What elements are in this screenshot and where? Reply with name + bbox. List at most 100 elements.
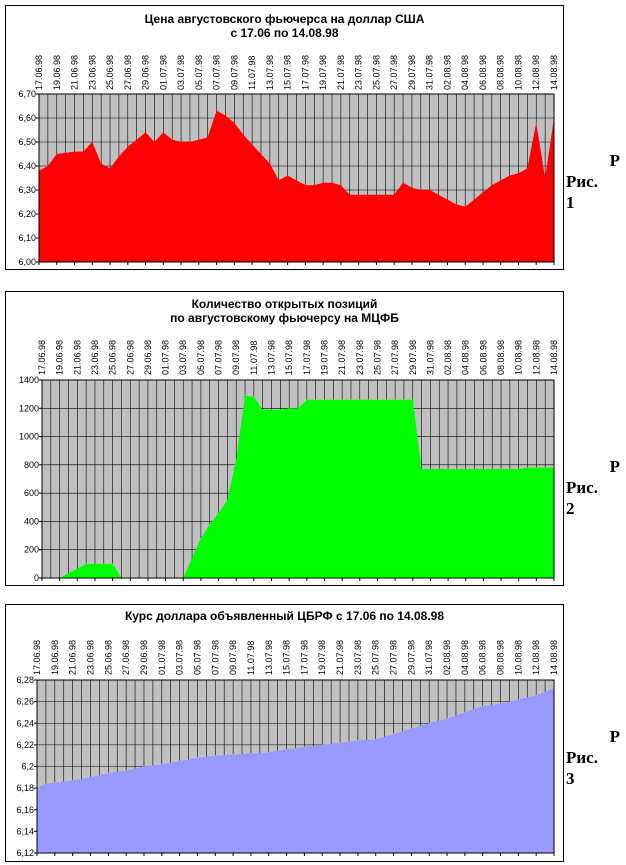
x-tick-label: 11.07.98 <box>246 641 256 675</box>
data-point <box>162 131 164 133</box>
x-tick-label: 12.08.98 <box>531 55 541 90</box>
x-tick-label: 23.06.98 <box>85 640 95 675</box>
x-tick-label: 09.07.98 <box>229 55 239 90</box>
y-tick-label: 1400 <box>19 375 39 385</box>
data-point <box>350 399 352 401</box>
data-point <box>465 468 467 470</box>
x-tick-label: 02.08.98 <box>442 55 452 90</box>
figure-label-caption: Рис. <box>566 478 598 497</box>
x-tick-label: 19.07.98 <box>319 340 329 375</box>
data-point <box>518 468 520 470</box>
data-point <box>410 728 412 730</box>
x-tick-label: 04.08.98 <box>461 340 471 375</box>
data-point <box>384 194 386 196</box>
data-point <box>392 733 395 735</box>
x-tick-label: 03.07.98 <box>175 640 185 675</box>
figure-label-number: 1 <box>566 193 575 212</box>
chart-title: Курс доллара объявленный ЦБРФ с 17.06 по… <box>124 609 445 623</box>
data-point <box>189 141 191 143</box>
data-point <box>279 409 281 411</box>
x-tick-label: 08.08.98 <box>496 640 506 675</box>
x-tick-label: 12.08.98 <box>531 340 541 375</box>
x-tick-label: 21.07.98 <box>337 340 347 375</box>
data-point <box>526 467 529 469</box>
data-point <box>509 175 511 177</box>
data-point <box>215 110 218 112</box>
chart-title: Цена августовского фьючерса на доллар СШ… <box>144 12 425 26</box>
y-tick-label: 6,30 <box>18 185 36 195</box>
x-tick-label: 17.06.98 <box>37 340 47 375</box>
x-tick-label: 27.06.98 <box>121 640 131 675</box>
plot-frame <box>41 379 555 579</box>
x-tick-label: 04.08.98 <box>460 55 470 90</box>
data-point <box>535 467 537 469</box>
y-tick-label: 6,24 <box>16 718 34 728</box>
x-tick-label: 21.07.98 <box>336 55 346 90</box>
data-point <box>456 468 458 470</box>
data-point <box>209 523 211 525</box>
data-point <box>82 151 84 153</box>
data-point <box>526 167 528 169</box>
data-point <box>517 698 519 701</box>
data-point <box>268 751 270 754</box>
data-point <box>270 409 273 411</box>
data-point <box>232 754 234 756</box>
data-point <box>127 146 129 148</box>
x-tick-label: 31.07.98 <box>424 640 434 675</box>
x-tick-label: 27.07.98 <box>389 640 399 675</box>
y-tick-label: 6,28 <box>16 675 34 685</box>
y-tick-label: 6,2 <box>21 762 34 772</box>
chart-panel-2: Количество открытых позиций по августовс… <box>5 291 564 586</box>
x-tick-label: 27.07.98 <box>390 340 400 375</box>
data-point <box>321 744 323 746</box>
x-tick-label: 03.07.98 <box>178 340 188 375</box>
data-point <box>313 184 315 186</box>
x-tick-label: 29.06.98 <box>143 340 153 375</box>
data-point <box>171 139 173 141</box>
data-point <box>500 179 502 181</box>
data-point <box>196 757 199 759</box>
x-tick-label: 27.06.98 <box>123 55 133 90</box>
data-point <box>535 694 537 696</box>
chart-1: 6,00 6,10 6,20 6,30 6,40 6,50 6,60 6,7017.06.98… <box>18 55 559 267</box>
data-point <box>207 136 209 138</box>
data-point <box>322 182 324 184</box>
chart-title: Количество открытых позиций <box>191 297 378 311</box>
data-point <box>233 122 235 124</box>
data-point <box>500 468 502 470</box>
chart-panel-1: Цена августовского фьючерса на доллар СШ… <box>5 5 564 270</box>
area-series <box>39 110 554 262</box>
data-point <box>54 782 56 784</box>
x-tick-label: 25.07.98 <box>372 340 382 375</box>
data-point <box>376 399 379 401</box>
data-point <box>359 399 361 401</box>
x-tick-label: 17.07.98 <box>299 640 309 675</box>
data-point <box>217 512 220 514</box>
data-point <box>429 189 431 191</box>
figure-label-number: 2 <box>566 499 575 518</box>
data-point <box>544 467 546 469</box>
data-point <box>420 189 422 191</box>
data-point <box>366 194 369 196</box>
x-tick-label: 23.07.98 <box>355 340 365 375</box>
data-point <box>491 468 493 470</box>
data-point <box>446 199 449 201</box>
data-point <box>161 763 163 765</box>
figure-label-3: Р Рис. 3 <box>566 726 626 789</box>
data-point <box>464 711 466 714</box>
y-tick-label: 6,00 <box>18 257 36 267</box>
data-point <box>349 194 351 196</box>
x-tick-label: 27.07.98 <box>389 55 399 90</box>
area-series <box>42 395 554 578</box>
x-tick-label: 15.07.98 <box>283 55 293 90</box>
data-point <box>482 468 484 470</box>
x-tick-label: 01.07.98 <box>158 55 168 90</box>
data-point <box>482 705 484 707</box>
data-point <box>429 468 432 470</box>
x-tick-label: 27.06.98 <box>125 340 135 375</box>
figure-label-caption: Рис. <box>566 172 598 191</box>
data-point <box>235 458 237 460</box>
data-point <box>73 151 76 153</box>
data-point <box>339 742 341 744</box>
